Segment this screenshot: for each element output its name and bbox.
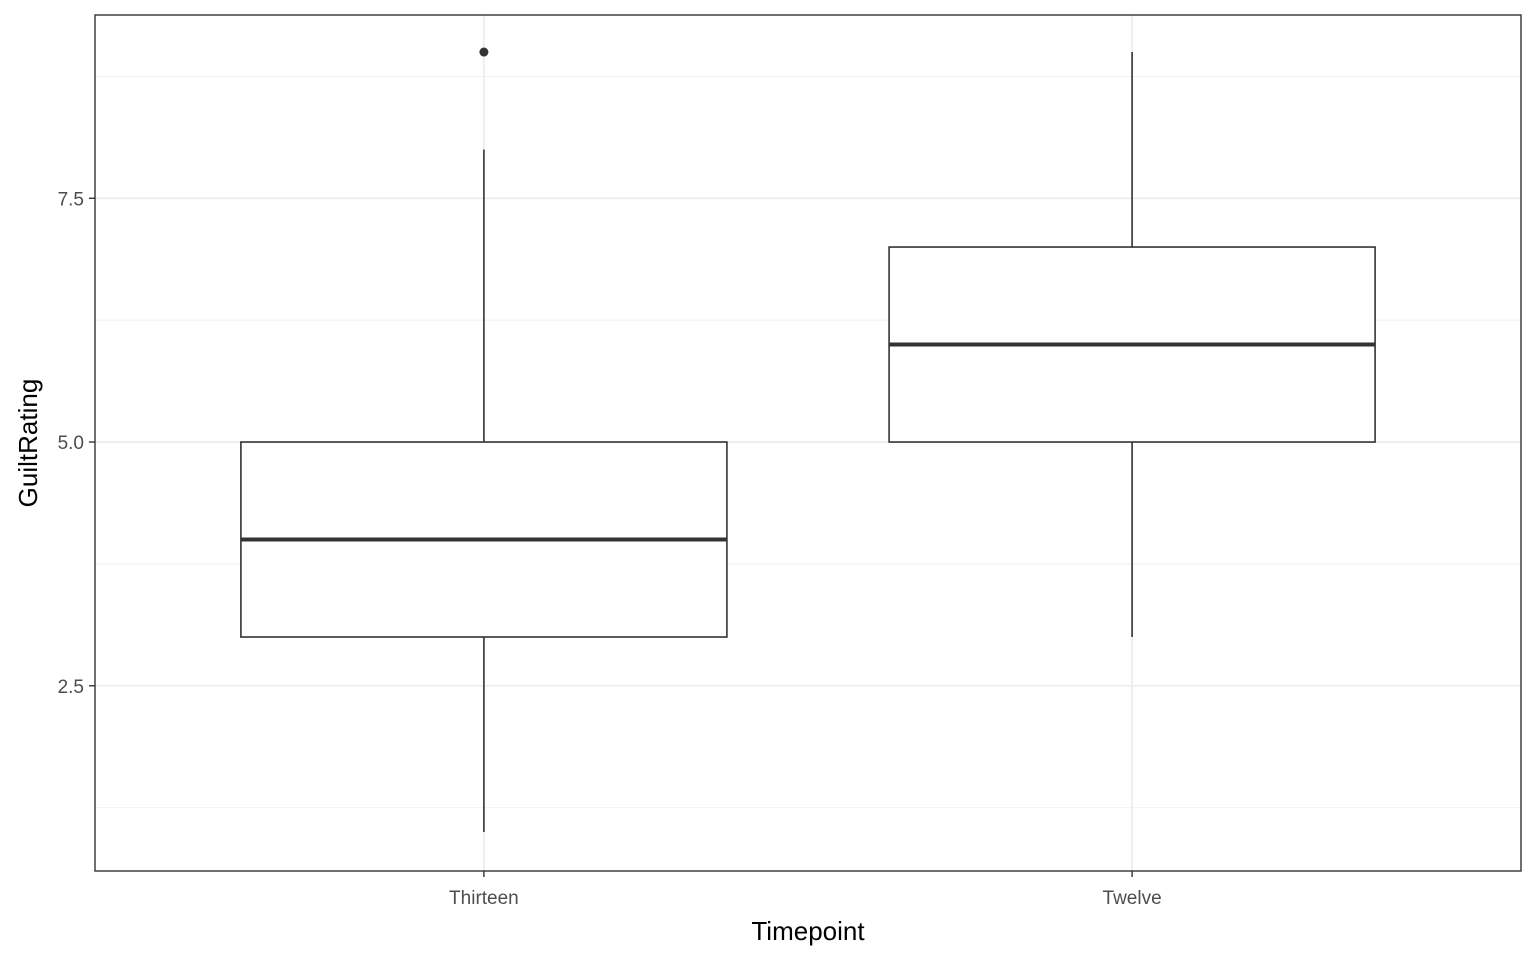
outlier-point bbox=[479, 47, 489, 57]
x-axis-title: Timepoint bbox=[751, 916, 865, 946]
panel-border bbox=[94, 14, 1522, 872]
y-tick-label: 2.5 bbox=[58, 677, 84, 698]
x-tick-label: Thirteen bbox=[449, 888, 519, 909]
axis-layer: 2.5 5.0 7.5 Thirteen Twelve bbox=[58, 189, 1162, 909]
y-tick-label: 5.0 bbox=[58, 433, 84, 454]
y-tick-label: 7.5 bbox=[58, 189, 84, 210]
y-axis-title: GuiltRating bbox=[13, 379, 43, 508]
box-group-twelve bbox=[888, 52, 1376, 638]
box-layer bbox=[240, 47, 1376, 833]
box-group-thirteen bbox=[240, 47, 728, 833]
x-tick-label: Twelve bbox=[1103, 888, 1162, 909]
